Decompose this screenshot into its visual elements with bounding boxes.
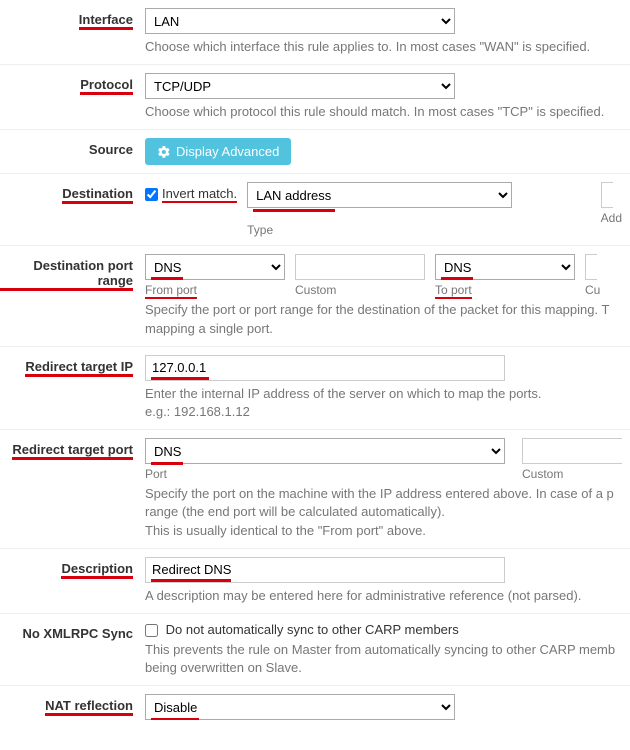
label-redirect-port: Redirect target port	[0, 438, 145, 540]
invert-match-label: Invert match.	[162, 186, 237, 203]
checkbox-noxmlrpc[interactable]	[145, 624, 158, 637]
select-interface[interactable]: LAN	[145, 8, 455, 34]
invert-match-wrapper: Invert match.	[145, 186, 237, 201]
label-dest-port-range: Destination port range	[0, 254, 145, 337]
gear-icon	[157, 145, 171, 159]
label-interface: Interface	[0, 8, 145, 56]
sublabel-to-port: To port	[435, 283, 575, 297]
select-protocol[interactable]: TCP/UDP	[145, 73, 455, 99]
sublabel-from-port: From port	[145, 283, 285, 297]
sublabel-from-custom: Custom	[295, 283, 425, 297]
noxmlrpc-checkbox-wrapper: Do not automatically sync to other CARP …	[145, 622, 459, 637]
input-from-custom[interactable]	[295, 254, 425, 280]
label-source: Source	[0, 138, 145, 165]
sublabel-to-custom: Cu	[585, 283, 600, 297]
noxmlrpc-checkbox-label: Do not automatically sync to other CARP …	[166, 622, 459, 637]
sublabel-dest-type: Type	[247, 223, 591, 237]
row-noxmlrpc: No XMLRPC Sync Do not automatically sync…	[0, 614, 630, 686]
label-nat-reflection: NAT reflection	[0, 694, 145, 720]
sublabel-dest-addr: Add	[601, 211, 622, 225]
select-nat-reflection[interactable]: Disable	[145, 694, 455, 720]
row-protocol: Protocol TCP/UDP Choose which protocol t…	[0, 65, 630, 130]
row-dest-port-range: Destination port range DNS From port Cus…	[0, 246, 630, 346]
help-noxmlrpc: This prevents the rule on Master from au…	[145, 641, 622, 677]
input-redirect-custom-truncated[interactable]	[522, 438, 622, 464]
input-to-custom-truncated[interactable]	[585, 254, 597, 280]
row-source: Source Display Advanced	[0, 130, 630, 174]
sublabel-redirect-custom: Custom	[522, 467, 622, 481]
label-destination: Destination	[0, 182, 145, 237]
label-redirect-ip: Redirect target IP	[0, 355, 145, 421]
label-protocol: Protocol	[0, 73, 145, 121]
row-destination: Destination Invert match. LAN address __…	[0, 174, 630, 246]
row-interface: Interface LAN Choose which interface thi…	[0, 0, 630, 65]
row-redirect-port: Redirect target port DNS Port Custom Spe…	[0, 430, 630, 549]
help-dest-port: Specify the port or port range for the d…	[145, 301, 622, 337]
help-redirect-ip: Enter the internal IP address of the ser…	[145, 385, 622, 421]
button-display-advanced-label: Display Advanced	[176, 144, 279, 159]
button-display-advanced[interactable]: Display Advanced	[145, 138, 291, 165]
label-noxmlrpc: No XMLRPC Sync	[0, 622, 145, 677]
select-destination-type[interactable]: LAN address	[247, 182, 512, 208]
help-protocol: Choose which protocol this rule should m…	[145, 103, 622, 121]
sublabel-redirect-port: Port	[145, 467, 512, 481]
row-nat-reflection: NAT reflection Disable	[0, 686, 630, 728]
help-interface: Choose which interface this rule applies…	[145, 38, 622, 56]
help-description: A description may be entered here for ad…	[145, 587, 622, 605]
row-description: Description A description may be entered…	[0, 549, 630, 614]
help-redirect-port: Specify the port on the machine with the…	[145, 485, 622, 540]
label-description: Description	[0, 557, 145, 605]
select-redirect-port[interactable]: DNS	[145, 438, 505, 464]
row-redirect-ip: Redirect target IP Enter the internal IP…	[0, 347, 630, 430]
checkbox-invert-match[interactable]	[145, 188, 158, 201]
dest-address-input-truncated[interactable]	[601, 182, 613, 208]
